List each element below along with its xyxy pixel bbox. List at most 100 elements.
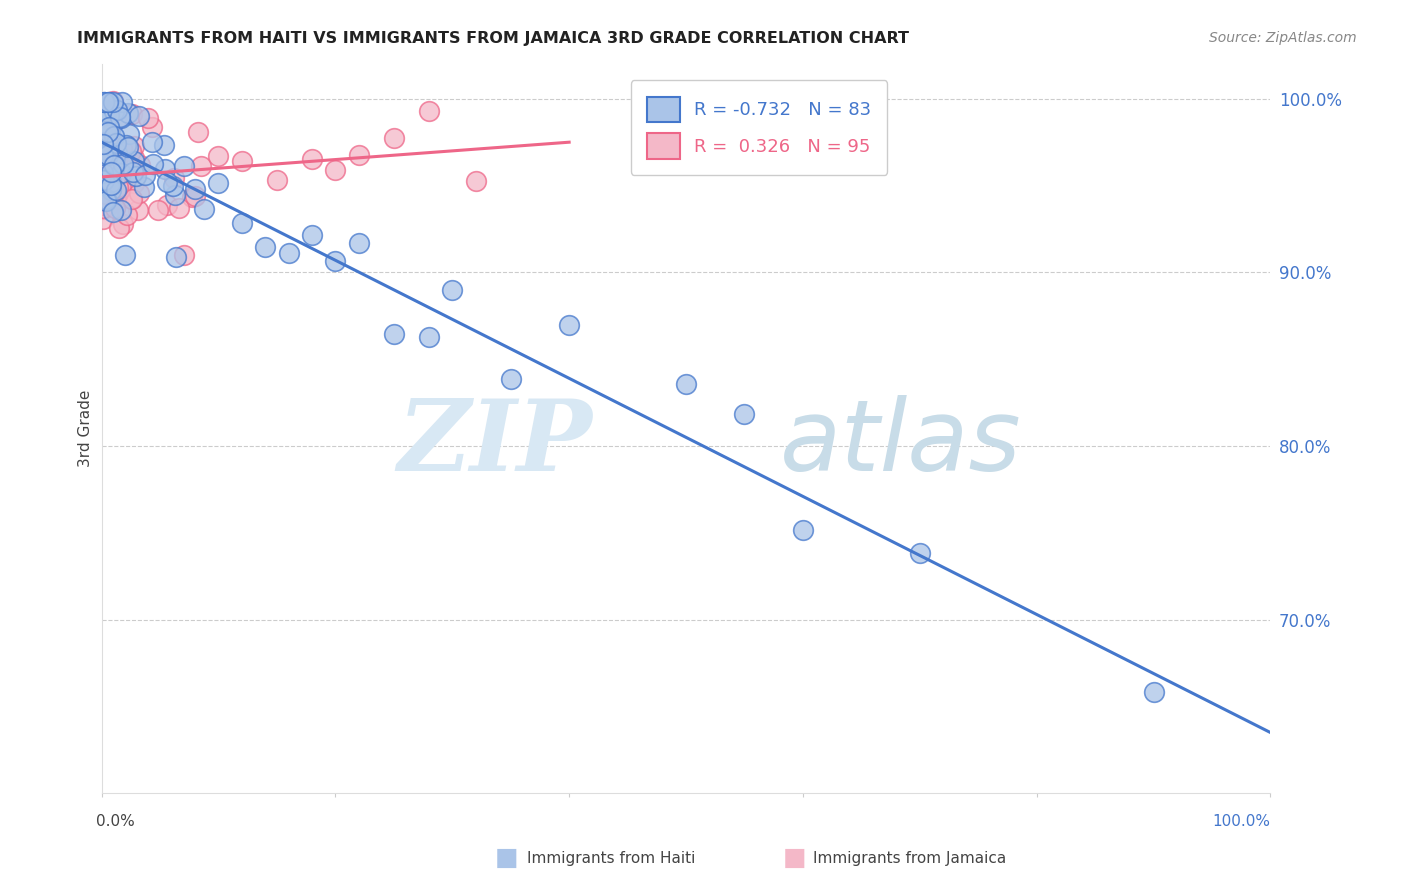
Point [94,105,117,120]
Point [418,330,440,344]
Point [908,545,931,559]
Point [141,120,163,135]
Point [93,95,115,110]
Point [97,125,120,139]
Point [96,192,118,206]
Point [98,120,121,134]
Point [97,108,120,122]
Point [112,157,135,171]
Point [105,192,128,206]
Point [122,151,145,165]
Point [97,176,120,190]
Point [167,202,190,216]
Point [101,94,124,108]
Point [441,283,464,297]
Point [107,186,129,200]
Point [91,143,114,157]
Point [266,172,288,186]
Point [173,159,195,173]
Point [110,146,132,161]
Point [277,245,299,260]
Point [105,155,128,169]
Text: 100.0%: 100.0% [1212,814,1271,830]
Point [122,176,145,190]
Text: 0.0%: 0.0% [96,814,135,830]
Point [94,194,117,209]
Point [190,159,212,173]
Point [100,183,122,197]
Y-axis label: 3rd Grade: 3rd Grade [79,390,93,467]
Point [207,149,229,163]
Point [93,145,115,160]
Legend: R = -0.732   N = 83, R =  0.326   N = 95: R = -0.732 N = 83, R = 0.326 N = 95 [631,80,887,175]
Point [93,95,115,110]
Text: ■: ■ [783,847,806,870]
Point [97,199,120,213]
Point [105,151,128,165]
Point [146,203,169,218]
Point [101,139,124,153]
Text: Immigrants from Jamaica: Immigrants from Jamaica [813,851,1005,865]
Point [111,141,134,155]
Point [142,157,165,171]
Point [110,181,132,195]
Point [96,186,118,201]
Point [93,166,115,180]
Point [101,95,124,110]
Point [93,155,115,169]
Point [100,164,122,178]
Point [94,156,117,170]
Point [105,113,128,128]
Text: Immigrants from Haiti: Immigrants from Haiti [527,851,696,865]
Point [107,167,129,181]
Point [117,140,139,154]
Point [104,183,127,197]
Point [91,150,114,164]
Point [187,125,209,139]
Point [110,165,132,179]
Point [91,188,114,202]
Point [165,188,187,202]
Point [101,168,124,182]
Point [91,147,114,161]
Point [122,165,145,179]
Point [105,151,128,165]
Point [733,407,755,421]
Point [105,146,128,161]
Point [254,240,277,254]
Point [382,326,405,341]
Point [103,146,125,161]
Point [96,171,118,186]
Point [91,136,114,151]
Point [347,235,370,250]
Point [91,198,114,212]
Point [94,140,117,154]
Point [93,172,115,186]
Point [114,154,136,169]
Text: atlas: atlas [779,395,1021,491]
Point [122,153,145,168]
Point [103,129,125,144]
Point [91,142,114,156]
Point [134,168,156,182]
Point [162,171,184,186]
Point [91,211,114,226]
Point [141,135,163,149]
Point [110,95,132,110]
Point [231,216,253,230]
Point [105,158,128,172]
Point [94,126,117,140]
Point [103,146,125,161]
Point [97,136,120,151]
Point [1142,685,1164,699]
Point [94,165,117,179]
Point [153,162,176,177]
Point [104,149,127,163]
Point [162,179,184,194]
Point [104,167,127,181]
Point [91,201,114,215]
Point [156,198,179,212]
Point [97,95,120,110]
Point [94,160,117,174]
Point [91,202,114,217]
